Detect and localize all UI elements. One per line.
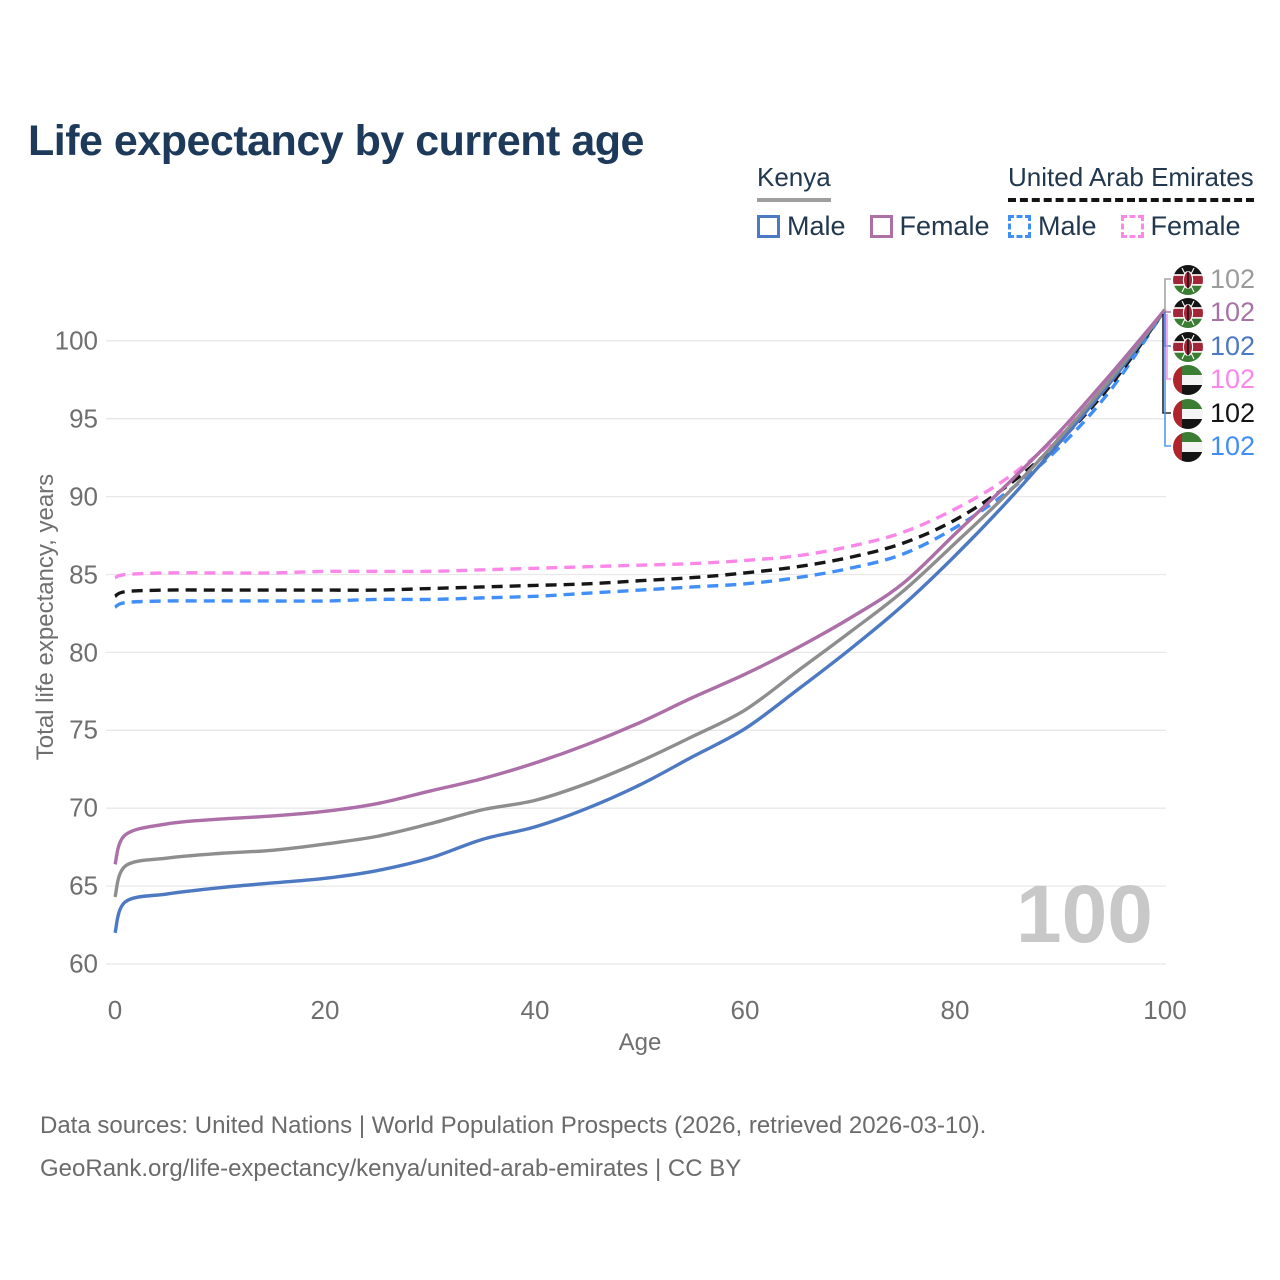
source-url-line[interactable]: GeoRank.org/life-expectancy/kenya/united… [40, 1155, 742, 1182]
end-label-uae-female: 102 [1173, 363, 1255, 396]
uae-female-line[interactable] [114, 308, 1167, 580]
legend-uae: United Arab Emirates Male Female [1008, 162, 1254, 242]
legend-kenya-title[interactable]: Kenya [757, 162, 831, 202]
uae-flag-icon [1173, 398, 1203, 429]
y-tick-70: 70 [69, 792, 98, 823]
leader-line-uae-female [1166, 314, 1171, 380]
end-value: 102 [1210, 364, 1256, 394]
x-tick-20: 20 [310, 995, 340, 1025]
end-label-kenya-both: 102 [1173, 263, 1255, 296]
x-axis-title: Age [618, 1029, 662, 1056]
legend-kenya: Kenya Male Female [757, 162, 990, 242]
uae-flag-icon [1173, 364, 1203, 395]
page-title: Life expectancy by current age [28, 116, 644, 165]
legend-kenya-female-label: Female [899, 211, 990, 241]
kenya-male-swatch-icon[interactable] [757, 215, 780, 238]
legend-uae-title[interactable]: United Arab Emirates [1008, 162, 1254, 202]
uae-male-line[interactable] [114, 308, 1167, 609]
legend-kenya-male[interactable]: Male [757, 211, 846, 242]
kenya-flag-icon [1173, 297, 1203, 328]
x-tick-0: 0 [107, 995, 123, 1025]
legend-uae-male[interactable]: Male [1008, 211, 1097, 242]
y-tick-60: 60 [69, 948, 98, 979]
y-tick-75: 75 [69, 714, 98, 745]
end-label-uae-male: 102 [1173, 430, 1255, 463]
x-tick-60: 60 [730, 995, 760, 1025]
x-tick-80: 80 [940, 995, 970, 1025]
kenya-male-line[interactable] [113, 308, 1167, 934]
legend-uae-female-label: Female [1150, 211, 1241, 241]
uae-female-swatch-icon[interactable] [1120, 215, 1144, 238]
y-tick-85: 85 [69, 559, 98, 590]
end-label-kenya-male: 102 [1173, 330, 1255, 363]
legend-kenya-female[interactable]: Female [869, 211, 990, 242]
uae-both-line[interactable] [114, 308, 1167, 598]
legend-uae-male-label: Male [1038, 211, 1097, 241]
y-tick-65: 65 [69, 870, 98, 901]
y-tick-80: 80 [69, 637, 98, 668]
y-tick-95: 95 [69, 403, 98, 434]
legend-uae-female[interactable]: Female [1120, 211, 1241, 242]
age-counter-watermark: 100 [1016, 869, 1153, 960]
end-value: 102 [1210, 431, 1256, 461]
end-label-uae-both: 102 [1173, 397, 1255, 430]
kenya-flag-icon [1173, 264, 1203, 295]
uae-male-swatch-icon[interactable] [1008, 215, 1031, 238]
x-tick-100: 100 [1143, 995, 1187, 1025]
footer: Data sources: United Nations | World Pop… [40, 1104, 986, 1190]
y-axis-title: Total life expectancy, years [32, 473, 59, 761]
end-value: 102 [1210, 264, 1256, 294]
leader-line-uae-both [1162, 314, 1171, 414]
end-value: 102 [1210, 331, 1256, 361]
uae-flag-icon [1173, 431, 1203, 462]
end-value: 102 [1210, 297, 1256, 327]
kenya-flag-icon [1173, 331, 1203, 362]
end-label-kenya-female: 102 [1173, 296, 1255, 329]
kenya-both-line[interactable] [113, 308, 1167, 898]
y-tick-100: 100 [54, 325, 98, 356]
y-tick-90: 90 [69, 481, 98, 512]
leader-line-uae-male [1164, 314, 1171, 447]
data-sources-line: Data sources: United Nations | World Pop… [40, 1112, 987, 1139]
legend-kenya-male-label: Male [787, 211, 846, 241]
leader-line-kenya-both [1164, 278, 1171, 312]
kenya-female-swatch-icon[interactable] [869, 215, 893, 238]
kenya-female-line[interactable] [113, 308, 1167, 865]
end-value: 102 [1210, 398, 1256, 428]
x-tick-40: 40 [520, 995, 550, 1025]
